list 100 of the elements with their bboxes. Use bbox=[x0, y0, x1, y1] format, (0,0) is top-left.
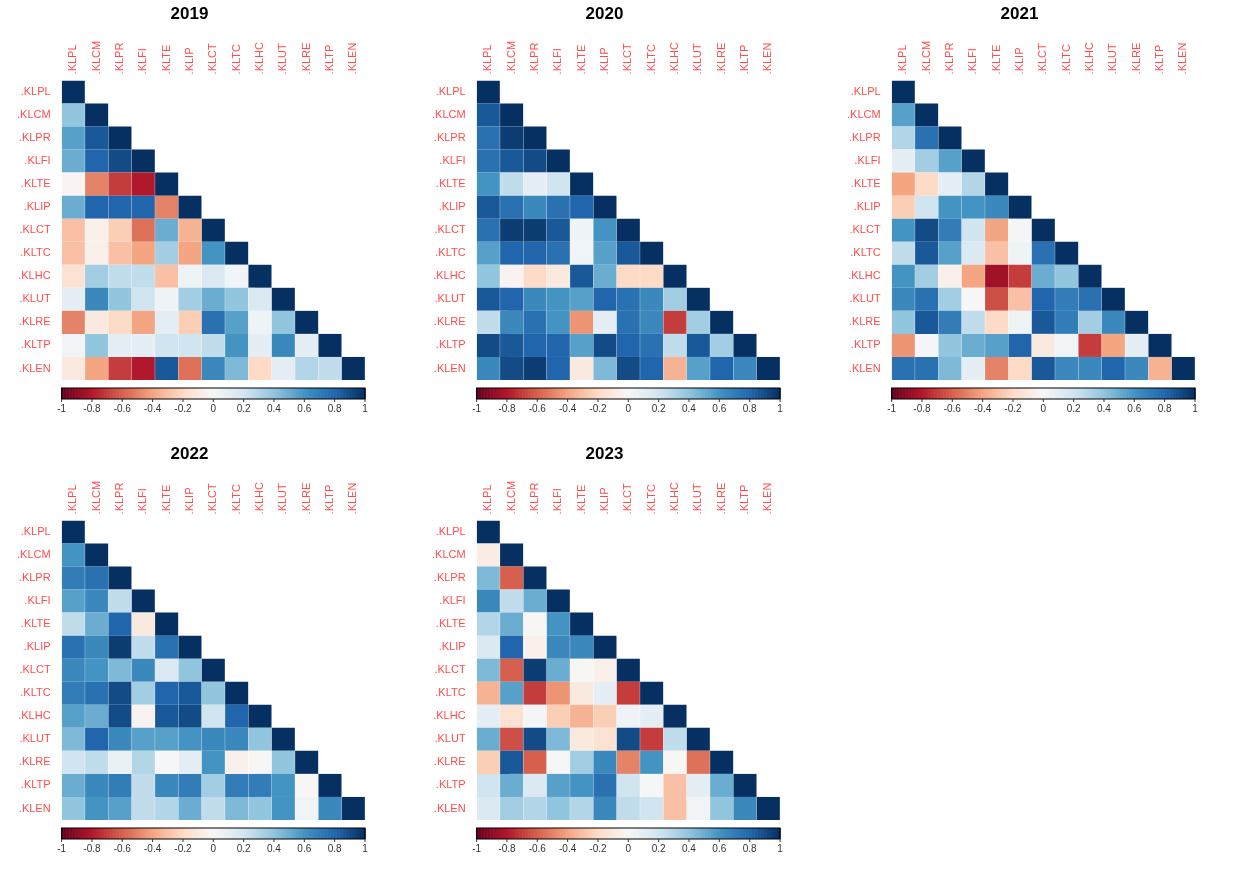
color-bar-label: 0.4 bbox=[682, 842, 697, 854]
y-tick-label: .KLTC bbox=[435, 686, 466, 699]
color-bar-label: -0.2 bbox=[174, 842, 193, 854]
x-tick-label: .KLTE bbox=[574, 44, 587, 75]
y-tick-label: .KLCM bbox=[16, 108, 51, 120]
y-tick-label: .KLRE bbox=[433, 315, 466, 328]
x-tick-label: .KLFI bbox=[551, 488, 564, 515]
color-bar-label: -0.8 bbox=[83, 842, 102, 854]
color-bar-label: 0 bbox=[625, 402, 632, 414]
x-tick-label: .KLTC bbox=[644, 483, 657, 515]
color-bar-label: 0.8 bbox=[1157, 402, 1173, 414]
y-tick-label: .KLCM bbox=[846, 108, 881, 120]
x-tick-label: .KLIP bbox=[183, 487, 195, 515]
x-tick-label: .KLIP bbox=[598, 487, 610, 515]
x-tick-label: .KLRE bbox=[1129, 42, 1142, 75]
x-tick-label: .KLTP bbox=[323, 484, 336, 515]
color-bar-label: 0.2 bbox=[1066, 402, 1082, 414]
x-tick-label: .KLIP bbox=[598, 47, 610, 75]
y-tick-label: .KLTE bbox=[435, 177, 466, 190]
y-tick-label: .KLPL bbox=[850, 84, 881, 97]
chart-title: 2022 bbox=[170, 443, 209, 463]
x-tick-label: .KLUT bbox=[276, 42, 289, 75]
x-tick-label: .KLPL bbox=[481, 484, 494, 515]
color-bar-label: -0.6 bbox=[943, 402, 962, 414]
x-tick-label: .KLFI bbox=[966, 48, 979, 75]
x-tick-label: .KLCT bbox=[1036, 42, 1049, 75]
x-tick-label: .KLHC bbox=[253, 481, 266, 515]
x-tick-label: .KLPR bbox=[527, 42, 540, 75]
y-tick-label: .KLIP bbox=[853, 200, 881, 213]
y-tick-label: .KLCT bbox=[434, 663, 466, 676]
color-bar-label: -1 bbox=[57, 842, 67, 854]
y-tick-label: .KLPR bbox=[433, 131, 466, 144]
color-bar-label: 0.2 bbox=[651, 842, 667, 854]
color-bar-label: -0.2 bbox=[1004, 402, 1023, 414]
color-bar-label: -0.2 bbox=[589, 842, 608, 854]
x-tick-label: .KLCM bbox=[919, 40, 932, 75]
chart-title: 2021 bbox=[1000, 3, 1039, 23]
x-tick-label: .KLEN bbox=[346, 482, 359, 515]
x-tick-label: .KLPL bbox=[481, 44, 494, 75]
color-bar-label: 0.2 bbox=[651, 402, 667, 414]
x-tick-label: .KLCT bbox=[621, 42, 634, 75]
x-tick-label: .KLUT bbox=[276, 482, 289, 515]
x-tick-label: .KLRE bbox=[714, 42, 727, 75]
y-tick-label: .KLUT bbox=[19, 292, 51, 305]
y-tick-label: .KLTP bbox=[435, 338, 466, 351]
x-tick-label: .KLHC bbox=[668, 481, 681, 515]
color-bar-label: -0.2 bbox=[174, 402, 193, 414]
y-tick-label: .KLTP bbox=[435, 778, 466, 791]
x-tick-label: .KLCT bbox=[206, 482, 219, 515]
y-tick-label: .KLTC bbox=[435, 246, 466, 259]
x-tick-label: .KLTC bbox=[229, 43, 242, 75]
y-tick-label: .KLCT bbox=[19, 663, 51, 676]
chart-title: 2019 bbox=[170, 3, 209, 23]
y-tick-label: .KLRE bbox=[18, 315, 51, 328]
color-bar-label: 0 bbox=[210, 402, 217, 414]
y-tick-label: .KLHC bbox=[848, 269, 881, 282]
y-tick-label: .KLTE bbox=[20, 617, 51, 630]
y-tick-label: .KLPR bbox=[848, 131, 881, 144]
x-tick-label: .KLPR bbox=[527, 482, 540, 515]
x-tick-label: .KLEN bbox=[761, 482, 774, 515]
y-tick-label: .KLPR bbox=[18, 131, 51, 144]
x-tick-label: .KLTC bbox=[644, 43, 657, 75]
y-tick-label: .KLIP bbox=[438, 640, 466, 653]
color-bar-label: -0.4 bbox=[559, 402, 577, 414]
color-bar-label: 0 bbox=[210, 842, 217, 854]
color-bar-label: 0 bbox=[625, 842, 632, 854]
color-bar-label: -0.4 bbox=[144, 402, 162, 414]
y-tick-label: .KLFI bbox=[24, 594, 51, 607]
y-tick-label: .KLUT bbox=[19, 732, 51, 745]
x-tick-label: .KLTP bbox=[738, 484, 751, 515]
x-tick-label: .KLFI bbox=[136, 488, 149, 515]
color-bar-label: -0.4 bbox=[559, 842, 577, 854]
y-tick-label: .KLUT bbox=[434, 292, 466, 305]
y-tick-label: .KLEN bbox=[433, 801, 466, 814]
x-tick-label: .KLFI bbox=[136, 48, 149, 75]
y-tick-label: .KLTE bbox=[435, 617, 466, 630]
color-bar-label: 0.8 bbox=[327, 842, 343, 854]
y-tick-label: .KLTC bbox=[20, 686, 51, 699]
x-tick-label: .KLRE bbox=[714, 482, 727, 515]
chart-title: 2023 bbox=[585, 443, 624, 463]
x-tick-label: .KLCM bbox=[89, 480, 102, 515]
y-tick-label: .KLEN bbox=[18, 361, 51, 374]
y-tick-label: .KLIP bbox=[438, 200, 466, 213]
y-tick-label: .KLTC bbox=[20, 246, 51, 259]
x-tick-label: .KLEN bbox=[761, 42, 774, 75]
y-tick-label: .KLPR bbox=[433, 571, 466, 584]
x-tick-label: .KLPL bbox=[896, 44, 909, 75]
y-tick-label: .KLPL bbox=[20, 524, 51, 537]
color-bar-label: -1 bbox=[887, 402, 897, 414]
color-bar-label: -0.6 bbox=[528, 402, 547, 414]
x-tick-label: .KLUT bbox=[691, 482, 704, 515]
x-tick-label: .KLTP bbox=[323, 44, 336, 75]
y-tick-label: .KLTP bbox=[20, 338, 51, 351]
x-tick-label: .KLEN bbox=[346, 42, 359, 75]
y-tick-label: .KLEN bbox=[848, 361, 881, 374]
color-bar-label: -0.4 bbox=[144, 842, 162, 854]
x-tick-label: .KLIP bbox=[1013, 47, 1025, 75]
x-tick-label: .KLHC bbox=[1083, 41, 1096, 75]
color-bar-label: 0.4 bbox=[682, 402, 697, 414]
x-tick-label: .KLIP bbox=[183, 47, 195, 75]
